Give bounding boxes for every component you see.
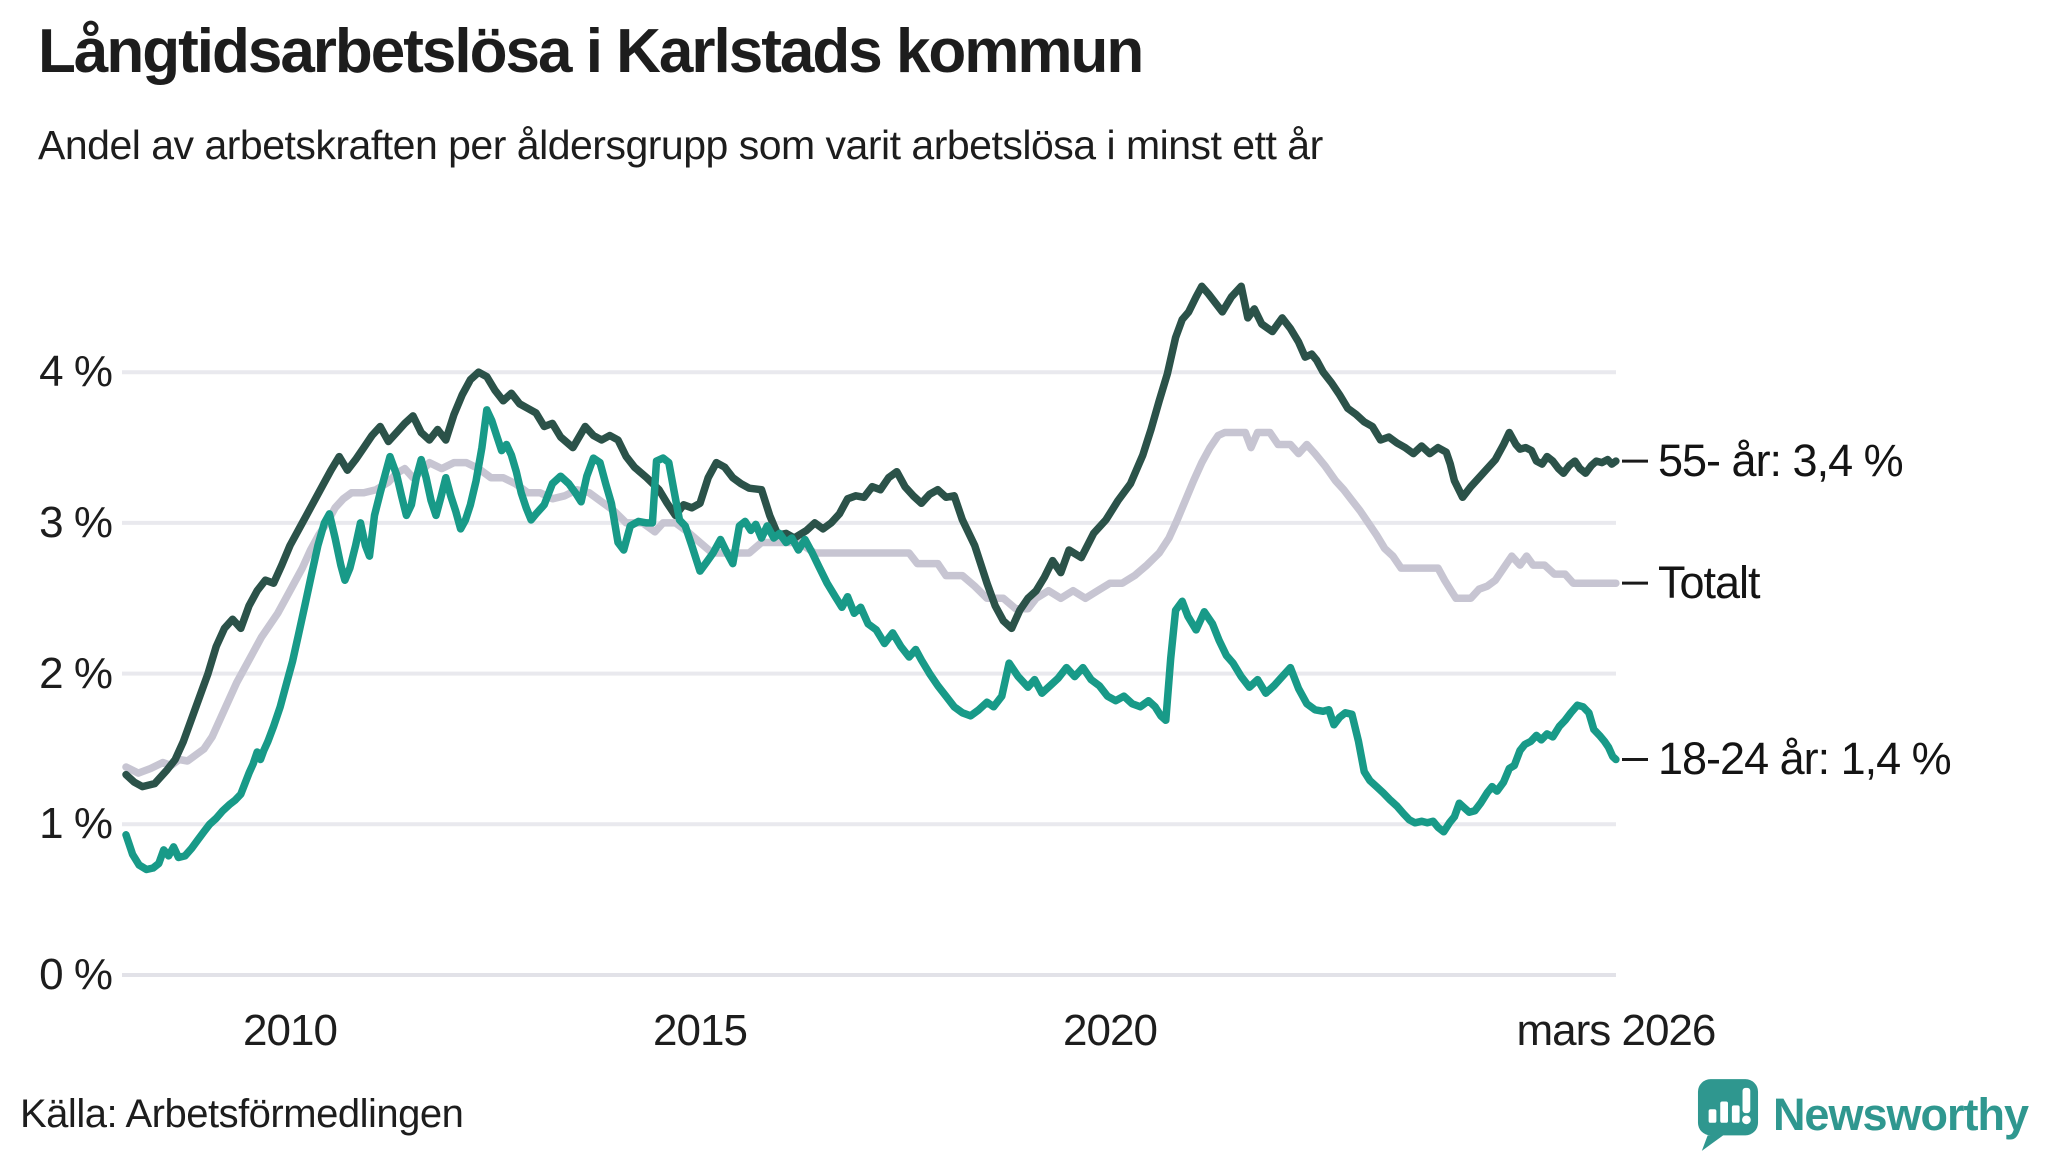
bar-icon-small: [1708, 1109, 1717, 1123]
series-line-55-ar: [122, 282, 1620, 791]
series-end-label-55-ar: 55- år: 3,4 %: [1658, 435, 1904, 487]
chart-title: Långtidsarbetslösa i Karlstads kommun: [38, 17, 1144, 86]
series-line-18-24-ar: [122, 406, 1620, 874]
x-axis-tick-mars-2026: mars 2026: [1516, 1006, 1716, 1055]
y-axis-tick-4: 4 %: [39, 347, 113, 397]
bar-icon-medium: [1720, 1101, 1728, 1123]
x-axis-tick-2010: 2010: [243, 1006, 338, 1055]
exclamation-icon-bar: [1742, 1087, 1751, 1114]
chart-subtitle: Andel av arbetskraften per åldersgrupp s…: [38, 122, 1323, 168]
x-axis-tick-2020: 2020: [1063, 1006, 1158, 1055]
y-axis-tick-0: 0 %: [39, 950, 113, 999]
newsworthy-logo: Newsworthy: [1697, 1078, 2029, 1152]
exclamation-icon-dot: [1741, 1115, 1751, 1125]
x-axis-tick-2015: 2015: [653, 1006, 748, 1055]
source-note: Källa: Arbetsförmedlingen: [20, 1092, 464, 1136]
newsworthy-bubble-icon: [1697, 1079, 1758, 1151]
y-axis-tick-3: 3 %: [39, 497, 113, 547]
series-end-label-totalt: Totalt: [1658, 557, 1761, 609]
newsworthy-wordmark: Newsworthy: [1772, 1089, 2029, 1140]
series-end-label-18-24-ar: 18-24 år: 1,4 %: [1658, 733, 1952, 785]
y-axis-tick-2: 2 %: [39, 648, 113, 698]
bar-icon-tall: [1731, 1105, 1740, 1123]
y-axis-tick-1: 1 %: [39, 799, 113, 849]
